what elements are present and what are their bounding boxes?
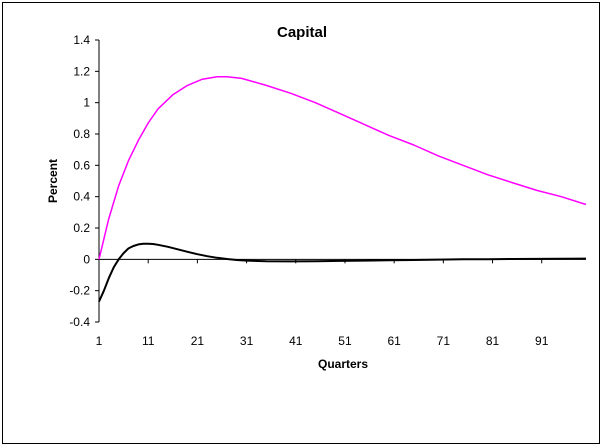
- x-tick-label: 41: [289, 334, 303, 348]
- x-tick-label: 31: [240, 334, 254, 348]
- x-tick-label: 61: [387, 334, 401, 348]
- chart-frame: [2, 2, 600, 444]
- y-tick-label: 0.6: [73, 158, 90, 172]
- y-tick-label: 1: [83, 96, 90, 110]
- axes: -0.4-0.200.20.40.60.811.21.41 11 21 31 41 51 6…: [69, 33, 586, 348]
- x-tick-label: 71: [437, 334, 451, 348]
- x-tick-label: 21: [191, 334, 205, 348]
- y-tick-label: 1.4: [73, 33, 90, 47]
- x-tick-label: 1: [96, 334, 103, 348]
- x-tick-label: 81: [486, 334, 500, 348]
- series-line-1: [98, 76, 587, 260]
- y-tick-label: -0.2: [69, 284, 90, 298]
- y-tick-label: 0.2: [73, 221, 90, 235]
- y-tick-label: 0.4: [73, 190, 90, 204]
- y-tick-label: 0: [83, 252, 90, 266]
- y-tick-label: -0.4: [69, 315, 90, 329]
- x-tick-label: 91: [535, 334, 549, 348]
- y-axis-label: Percent: [46, 159, 60, 203]
- series-layer: [98, 76, 587, 303]
- y-tick-label: 1.2: [73, 64, 90, 78]
- x-tick-label: 51: [338, 334, 352, 348]
- x-axis-label: Quarters: [318, 357, 368, 371]
- y-tick-label: 0.8: [73, 127, 90, 141]
- series-line-2: [98, 242, 587, 303]
- chart-title: Capital: [277, 24, 327, 41]
- x-tick-label: 11: [142, 334, 155, 348]
